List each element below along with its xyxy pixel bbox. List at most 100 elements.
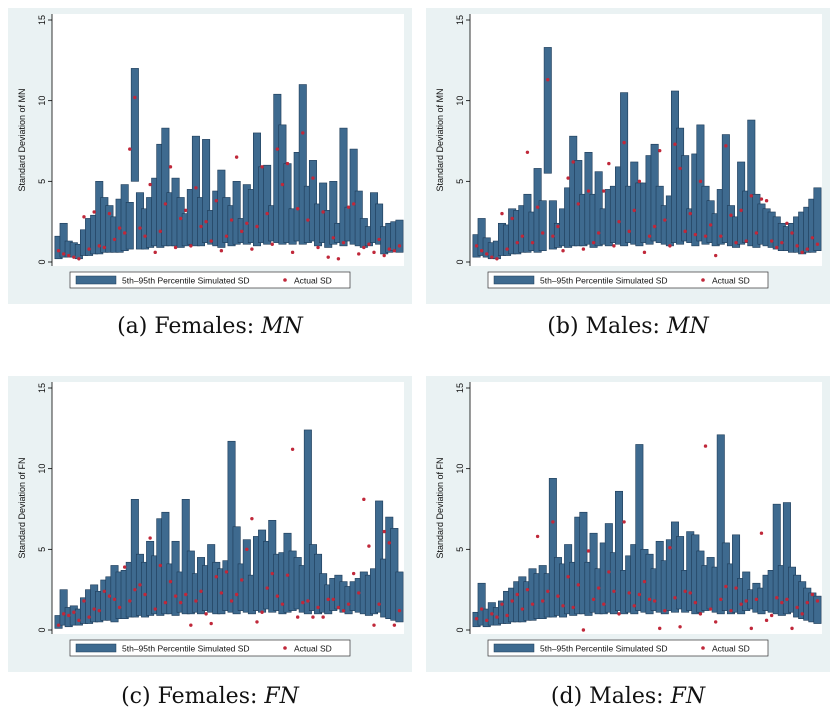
actual-sd-point bbox=[795, 244, 799, 248]
caption-d-math: FN bbox=[670, 684, 706, 709]
actual-sd-point bbox=[530, 240, 535, 245]
actual-sd-point bbox=[769, 613, 774, 618]
actual-sd-point bbox=[290, 447, 295, 452]
actual-sd-point bbox=[795, 605, 799, 610]
actual-sd-point bbox=[810, 592, 815, 597]
actual-sd-point bbox=[87, 247, 91, 251]
percentile-bar bbox=[303, 429, 312, 615]
actual-sd-point bbox=[72, 255, 76, 259]
actual-sd-point bbox=[189, 623, 193, 627]
legend-bar-label: 5th–95th Percentile Simulated SD bbox=[540, 644, 668, 654]
actual-sd-point bbox=[581, 628, 586, 632]
actual-sd-point bbox=[148, 536, 152, 540]
actual-sd-point bbox=[112, 597, 117, 602]
actual-sd-point bbox=[535, 205, 540, 209]
actual-sd-point bbox=[377, 602, 381, 606]
legend-dot-label: Actual SD bbox=[712, 644, 750, 654]
actual-sd-point bbox=[311, 176, 315, 180]
actual-sd-point bbox=[306, 599, 310, 603]
actual-sd-point bbox=[546, 77, 550, 82]
legend-dot-swatch bbox=[701, 278, 705, 282]
actual-sd-point bbox=[551, 520, 555, 524]
actual-sd-point bbox=[250, 247, 254, 251]
actual-sd-point bbox=[764, 198, 769, 203]
actual-sd-point bbox=[270, 242, 274, 246]
actual-sd-point bbox=[204, 612, 208, 616]
y-tick-label: 0 bbox=[37, 259, 47, 264]
actual-sd-point bbox=[184, 208, 188, 213]
percentile-bar bbox=[477, 218, 486, 256]
legend-bar-swatch bbox=[493, 643, 535, 653]
percentile-bar bbox=[130, 68, 139, 182]
actual-sd-point bbox=[520, 234, 525, 238]
actual-sd-point bbox=[229, 218, 234, 222]
actual-sd-point bbox=[214, 575, 218, 579]
actual-sd-point bbox=[260, 610, 264, 614]
actual-sd-point bbox=[719, 234, 723, 238]
y-tick-label: 0 bbox=[455, 259, 465, 264]
actual-sd-point bbox=[627, 229, 631, 234]
actual-sd-point bbox=[734, 240, 738, 245]
actual-sd-point bbox=[719, 597, 723, 602]
actual-sd-point bbox=[92, 210, 96, 214]
actual-sd-point bbox=[331, 236, 336, 240]
actual-sd-point bbox=[744, 239, 748, 243]
actual-sd-point bbox=[515, 592, 519, 597]
actual-sd-point bbox=[265, 586, 269, 590]
actual-sd-point bbox=[683, 589, 687, 593]
actual-sd-point bbox=[713, 620, 718, 624]
actual-sd-point bbox=[107, 211, 112, 216]
actual-sd-point bbox=[586, 549, 591, 553]
y-tick-label: 15 bbox=[37, 15, 47, 25]
caption-a: (a) Females: MN bbox=[8, 314, 412, 339]
legend: 5th–95th Percentile Simulated SD Actual S… bbox=[487, 639, 769, 657]
actual-sd-point bbox=[397, 608, 402, 613]
actual-sd-point bbox=[800, 250, 804, 255]
actual-sd-point bbox=[642, 250, 647, 255]
actual-sd-point bbox=[622, 140, 626, 145]
percentile-bar bbox=[395, 219, 404, 253]
legend-dot-swatch bbox=[701, 646, 705, 650]
actual-sd-point bbox=[326, 255, 330, 259]
actual-sd-point bbox=[285, 573, 290, 577]
actual-sd-point bbox=[346, 205, 351, 209]
actual-sd-point bbox=[805, 600, 809, 605]
legend-dot-swatch bbox=[283, 646, 287, 650]
legend-dot-swatch bbox=[283, 278, 287, 282]
caption-d: (d) Males: FN bbox=[426, 684, 830, 709]
actual-sd-point bbox=[632, 208, 636, 213]
actual-sd-point bbox=[769, 239, 774, 243]
actual-sd-point bbox=[224, 234, 229, 238]
actual-sd-point bbox=[785, 597, 789, 602]
percentile-bar bbox=[263, 164, 272, 245]
legend-box bbox=[487, 271, 769, 289]
legend-box bbox=[69, 639, 351, 657]
percentile-bar bbox=[615, 490, 624, 611]
actual-sd-point bbox=[82, 599, 86, 603]
caption-d-prefix: (d) Males: bbox=[550, 684, 671, 709]
actual-sd-point bbox=[805, 247, 809, 251]
actual-sd-point bbox=[602, 602, 606, 606]
actual-sd-point bbox=[495, 615, 499, 619]
y-axis-label: Standard Deviation of MN bbox=[435, 88, 445, 191]
legend-bar-swatch bbox=[75, 643, 117, 653]
actual-sd-point bbox=[336, 257, 341, 261]
chart-a: 0 5 10 15 Standard Deviation of MN 5th–95th P… bbox=[17, 14, 404, 289]
actual-sd-point bbox=[245, 221, 249, 225]
percentile-bar bbox=[747, 119, 756, 247]
y-tick-label: 0 bbox=[455, 627, 465, 632]
actual-sd-point bbox=[316, 605, 320, 610]
percentile-bar bbox=[202, 139, 211, 243]
actual-sd-point bbox=[178, 600, 183, 605]
actual-sd-point bbox=[663, 218, 667, 222]
actual-sd-point bbox=[56, 249, 61, 253]
percentile-bar bbox=[375, 500, 384, 613]
percentile-bar bbox=[477, 582, 486, 626]
actual-sd-point bbox=[128, 147, 132, 151]
y-tick-label: 10 bbox=[455, 96, 465, 106]
legend-box bbox=[487, 639, 769, 657]
actual-sd-point bbox=[479, 249, 484, 253]
actual-sd-point bbox=[122, 565, 127, 569]
actual-sd-point bbox=[724, 144, 728, 148]
actual-sd-point bbox=[153, 250, 157, 255]
